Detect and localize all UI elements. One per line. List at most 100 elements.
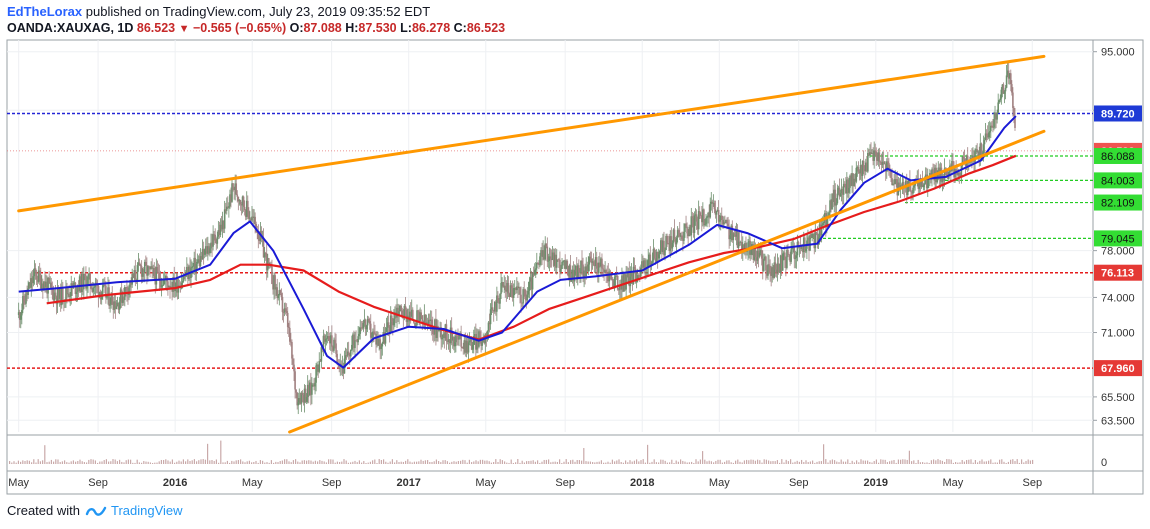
candle-body	[52, 289, 55, 301]
candle-body	[488, 322, 491, 325]
candle-body	[873, 150, 875, 161]
y-tick-label: 65.500	[1101, 392, 1135, 404]
plot-frame	[6, 39, 1094, 495]
candle-body	[850, 175, 852, 186]
candle-body	[663, 240, 665, 256]
candle-body	[368, 321, 371, 324]
volume-bar	[319, 460, 321, 464]
candle-body	[278, 290, 281, 296]
candle-body	[371, 336, 373, 338]
candle-body	[571, 269, 574, 280]
volume-bar	[739, 461, 741, 464]
tradingview-brand[interactable]: TradingView	[110, 503, 183, 518]
candle-body	[351, 344, 353, 350]
volume-bar	[336, 461, 338, 464]
volume-bar	[886, 462, 888, 464]
candle-body	[621, 275, 623, 290]
volume-bar	[187, 459, 189, 464]
candle-body	[627, 271, 630, 278]
candle-body	[328, 340, 331, 344]
volume-bar	[721, 462, 723, 464]
candle-body	[776, 263, 779, 273]
candle-body	[415, 325, 417, 327]
candle-body	[213, 234, 215, 235]
volume-bar	[761, 462, 763, 464]
candle-body	[318, 360, 321, 372]
candle-body	[105, 285, 107, 298]
candle-body	[24, 302, 26, 304]
author-link[interactable]: EdTheLorax	[7, 4, 83, 19]
candle-body	[150, 266, 152, 270]
volume-bar	[666, 462, 668, 464]
candle-body	[668, 244, 671, 251]
candle-body	[523, 289, 525, 290]
candle-body	[831, 193, 833, 210]
candle-body	[265, 253, 268, 271]
candle-body	[248, 210, 250, 219]
candle-body	[872, 153, 874, 161]
candle-body	[672, 229, 675, 243]
volume-bar	[506, 462, 508, 464]
candle-body	[36, 279, 39, 282]
volume-bar	[994, 462, 996, 464]
volume-bar	[488, 461, 490, 464]
candle-body	[193, 257, 195, 266]
close-label: C:	[453, 21, 467, 35]
volume-bar	[431, 461, 433, 464]
candle-body	[929, 172, 931, 177]
candle-body	[283, 308, 286, 313]
candle-body	[540, 250, 542, 257]
candle-body	[393, 318, 395, 326]
volume-bar	[831, 459, 833, 464]
volume-bar	[961, 459, 963, 464]
volume-bar	[915, 462, 917, 464]
volume-bar	[303, 460, 305, 464]
candle-body	[182, 275, 185, 282]
volume-bar	[941, 460, 943, 464]
candle-body	[545, 243, 548, 247]
candle-body	[111, 294, 114, 305]
volume-bar	[911, 461, 913, 464]
candle-body	[657, 254, 660, 259]
volume-bar	[966, 460, 968, 464]
candle-body	[304, 388, 307, 402]
candle-body	[503, 285, 506, 287]
candle-body	[798, 246, 801, 248]
candle-body	[666, 235, 668, 243]
volume-bar	[625, 460, 627, 464]
candle-body	[358, 333, 360, 337]
candle-body	[302, 395, 305, 403]
candle-body	[508, 293, 511, 297]
candle-body	[870, 151, 872, 154]
candle-body	[561, 261, 563, 269]
candle-body	[496, 295, 498, 312]
volume-bar	[939, 460, 941, 464]
volume-bar	[424, 460, 426, 464]
candle-body	[348, 354, 351, 357]
candle-body	[990, 125, 992, 132]
volume-bar	[587, 461, 589, 464]
volume-bar	[776, 460, 778, 464]
candle-body	[60, 287, 63, 306]
volume-bar	[576, 459, 578, 464]
price-chart[interactable]: May Sep 2016 May Sep 2017 May Sep 2018 May Sep 2019…	[0, 0, 1150, 500]
candle-body	[568, 265, 571, 277]
candle-body	[344, 355, 347, 359]
volume-bar	[224, 462, 226, 464]
candle-body	[441, 337, 444, 340]
volume-bar	[475, 460, 477, 464]
candle-body	[101, 285, 104, 294]
candle-body	[562, 261, 564, 263]
candle-body	[473, 333, 476, 337]
volume-bar	[110, 461, 112, 464]
candle-body	[620, 285, 622, 290]
candle-body	[800, 247, 803, 249]
volume-bar	[220, 440, 222, 464]
candle-body	[1005, 75, 1008, 88]
candle-body	[85, 276, 87, 289]
volume-bar	[482, 459, 484, 464]
candle-body	[354, 340, 356, 349]
volume-bar	[350, 462, 352, 464]
volume-bar	[565, 459, 567, 464]
candle-body	[572, 269, 575, 282]
